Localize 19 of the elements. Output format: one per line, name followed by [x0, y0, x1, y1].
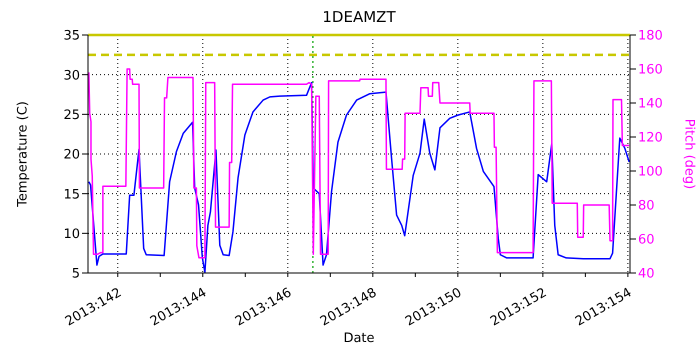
y-axis-title: Temperature (C)	[16, 101, 31, 208]
y-tick-label: 25	[63, 108, 80, 123]
y-tick-label: 15	[63, 187, 80, 202]
y2-tick-label: 180	[638, 28, 663, 44]
y-tick-label: 30	[63, 68, 80, 84]
x-axis-title: Date	[343, 331, 375, 346]
y-tick-label: 35	[63, 28, 80, 44]
y2-tick-label: 120	[638, 130, 663, 146]
y2-axis-title: Pitch (deg)	[681, 118, 696, 190]
y-tick-label: 5	[72, 266, 80, 282]
chart-title: 1DEAMZT	[322, 8, 396, 26]
y-tick-label: 20	[63, 148, 80, 163]
y2-tick-label: 100	[638, 164, 663, 180]
y2-tick-label: 60	[638, 232, 655, 248]
y2-tick-label: 80	[638, 198, 655, 214]
y2-tick-label: 140	[638, 96, 663, 112]
y-tick-label: 10	[63, 226, 80, 242]
y2-tick-label: 40	[638, 266, 655, 282]
y2-tick-label: 160	[638, 62, 663, 78]
